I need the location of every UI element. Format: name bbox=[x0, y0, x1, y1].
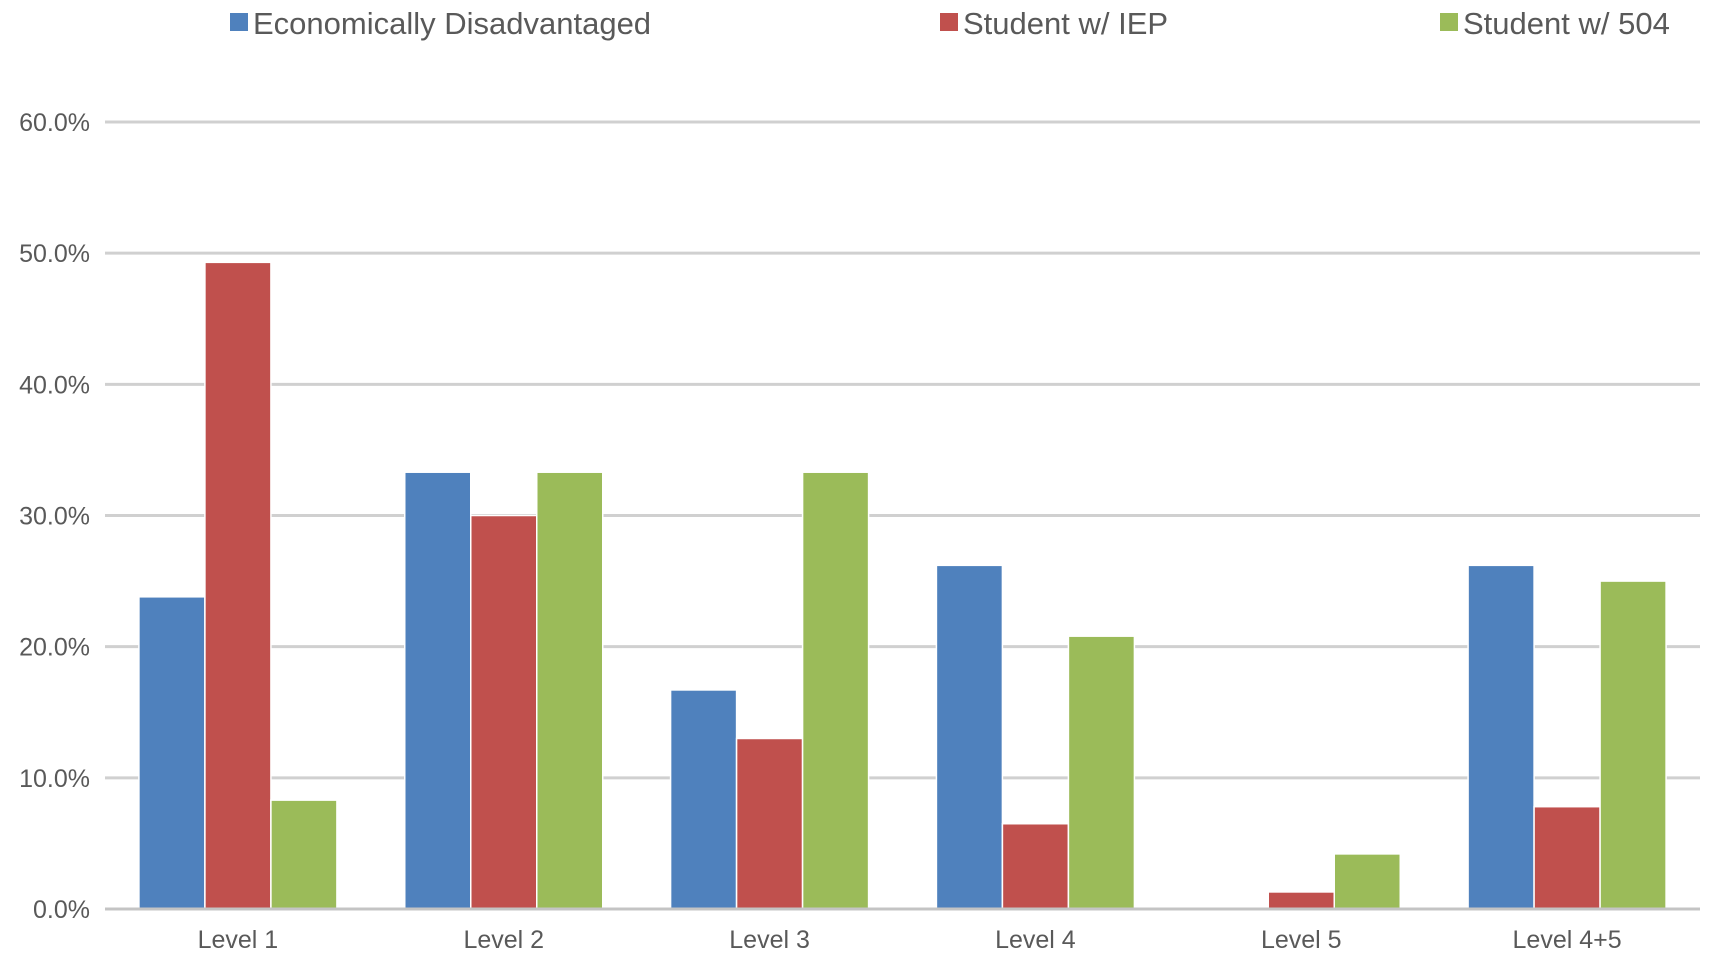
bar-level-4-5-series-1 bbox=[1467, 564, 1535, 910]
bar-level-1-series-2 bbox=[204, 261, 272, 910]
x-category-label: Level 4 bbox=[995, 926, 1076, 954]
y-tick-label: 20.0% bbox=[19, 634, 90, 662]
y-tick-label: 10.0% bbox=[19, 765, 90, 793]
bar-level-5-series-3 bbox=[1333, 853, 1401, 910]
bar-level-3-series-1 bbox=[669, 689, 738, 910]
bar-level-5-series-2 bbox=[1267, 891, 1335, 910]
bar-level-4-5-series-3 bbox=[1599, 580, 1667, 910]
legend-label: Student w/ IEP bbox=[963, 6, 1168, 41]
bar-level-4-series-2 bbox=[1001, 822, 1070, 910]
bar-level-1-series-3 bbox=[270, 799, 338, 910]
bar-level-3-series-2 bbox=[735, 737, 804, 910]
bar-level-1-series-1 bbox=[138, 596, 206, 910]
y-tick-label: 0.0% bbox=[33, 896, 90, 924]
bar-level-2-series-3 bbox=[536, 471, 604, 910]
bar-level-2-series-2 bbox=[470, 514, 538, 910]
x-category-label: Level 2 bbox=[463, 926, 544, 954]
x-category-label: Level 1 bbox=[198, 926, 279, 954]
bar-level-3-series-3 bbox=[801, 471, 870, 910]
gridlines bbox=[105, 120, 1700, 780]
bar-level-4-5-series-2 bbox=[1533, 805, 1601, 910]
y-tick-label: 50.0% bbox=[19, 240, 90, 268]
bar-level-2-series-1 bbox=[404, 471, 472, 910]
y-tick-label: 60.0% bbox=[19, 109, 90, 137]
bar-level-4-series-1 bbox=[935, 564, 1004, 910]
legend-swatch bbox=[940, 13, 958, 31]
y-axis-tick-labels: 0.0% 10.0% 20.0% 30.0% 40.0% 50.0% 60.0% bbox=[19, 109, 90, 924]
bar-level-4-series-3 bbox=[1067, 635, 1136, 910]
x-axis-category-labels: Level 1 Level 2 Level 3 Level 4 Level 5 Level… bbox=[198, 926, 1622, 954]
legend-label: Economically Disadvantaged bbox=[253, 6, 651, 41]
legend-label: Student w/ 504 bbox=[1463, 6, 1670, 41]
y-tick-label: 40.0% bbox=[19, 371, 90, 399]
legend-swatch bbox=[230, 13, 248, 31]
legend-swatch bbox=[1440, 13, 1458, 31]
legend: Economically Disadvantaged Student w/ IEP… bbox=[230, 6, 1670, 41]
x-category-label: Level 3 bbox=[729, 926, 810, 954]
y-tick-label: 30.0% bbox=[19, 503, 90, 531]
x-category-label: Level 4+5 bbox=[1513, 926, 1622, 954]
x-category-label: Level 5 bbox=[1261, 926, 1342, 954]
bars bbox=[138, 261, 1667, 910]
